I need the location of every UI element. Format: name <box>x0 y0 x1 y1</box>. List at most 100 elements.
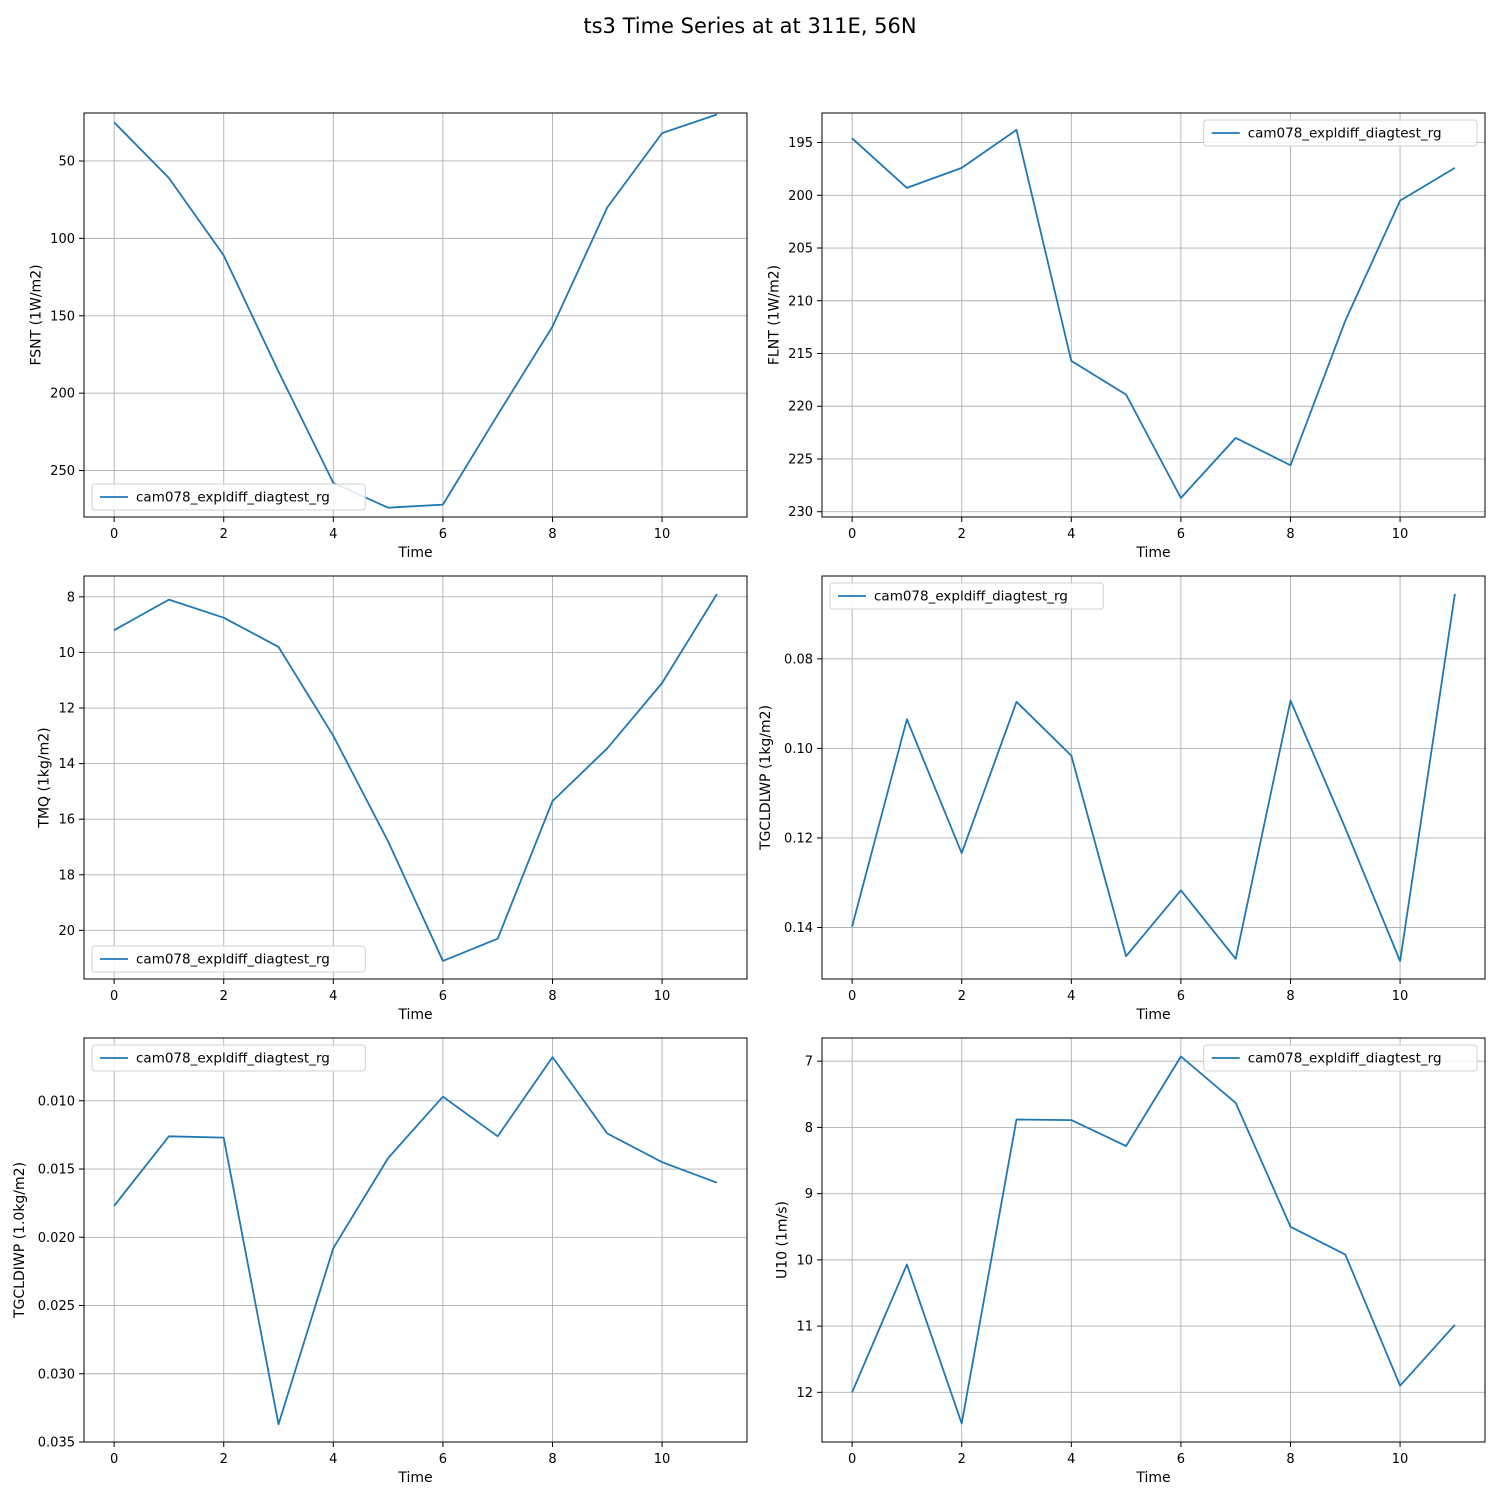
x-tick-label: 4 <box>1067 1452 1075 1467</box>
x-tick-label: 10 <box>654 989 671 1004</box>
x-tick-label: 2 <box>220 527 228 542</box>
legend-label: cam078_expldiff_diagtest_rg <box>136 952 330 968</box>
x-tick-label: 4 <box>329 989 337 1004</box>
legend: cam078_expldiff_diagtest_rg <box>91 483 366 511</box>
y-tick-label: 0.10 <box>784 742 813 757</box>
y-tick-label: 200 <box>788 189 813 204</box>
legend-label: cam078_expldiff_diagtest_rg <box>1248 1051 1442 1067</box>
axes-frame <box>821 112 1486 518</box>
x-tick-label: 0 <box>110 989 118 1004</box>
subplot-1: 0 2 4 6 8 10 50 100 150 200 250 Time FSNT (1W/m2) cam… <box>28 112 748 561</box>
legend-box <box>1203 1044 1478 1072</box>
x-tick-label: 10 <box>654 1452 671 1467</box>
x-tick-label: 6 <box>1177 989 1185 1004</box>
y-tick-label: 18 <box>58 868 75 883</box>
y-axis-label: TGCLDLWP (1kg/m2) <box>758 705 774 851</box>
y-tick-label: 195 <box>788 136 813 151</box>
legend: cam078_expldiff_diagtest_rg <box>1203 1044 1478 1072</box>
y-tick-label: 230 <box>788 505 813 520</box>
y-axis-label: TMQ (1kg/m2) <box>37 727 53 828</box>
series-line <box>851 128 1456 499</box>
axes-frame <box>83 112 748 518</box>
y-tick-label: 0.020 <box>38 1231 75 1246</box>
y-tick-label: 20 <box>58 924 75 939</box>
axes-frame <box>821 575 1486 980</box>
axes-frame <box>83 575 748 980</box>
x-axis-label: Time <box>397 1470 432 1486</box>
y-tick-label: 8 <box>67 590 75 605</box>
x-tick-label: 8 <box>1286 527 1294 542</box>
legend-label: cam078_expldiff_diagtest_rg <box>874 589 1068 605</box>
legend-label: cam078_expldiff_diagtest_rg <box>1248 126 1442 142</box>
y-tick-label: 0.08 <box>784 652 813 667</box>
legend: cam078_expldiff_diagtest_rg <box>829 582 1104 610</box>
y-tick-label: 220 <box>788 400 813 415</box>
legend: cam078_expldiff_diagtest_rg <box>1203 119 1478 147</box>
x-tick-label: 10 <box>1392 989 1409 1004</box>
x-axis-label: Time <box>397 545 432 561</box>
y-tick-label: 0.015 <box>38 1163 75 1178</box>
subplot-3: 0 2 4 6 8 10 8 10 12 14 16 18 20 Time TMQ (1kg/m2) cam0… <box>37 575 748 1023</box>
y-axis-label: FSNT (1W/m2) <box>28 264 44 365</box>
x-tick-label: 4 <box>1067 989 1075 1004</box>
x-tick-label: 0 <box>848 989 856 1004</box>
y-tick-label: 14 <box>58 757 75 772</box>
x-axis-label: Time <box>397 1007 432 1023</box>
x-tick-label: 0 <box>110 527 118 542</box>
x-tick-label: 8 <box>1286 1452 1294 1467</box>
x-tick-label: 8 <box>548 1452 556 1467</box>
legend: cam078_expldiff_diagtest_rg <box>91 945 366 973</box>
x-tick-label: 8 <box>548 527 556 542</box>
series-line <box>113 113 718 509</box>
y-tick-label: 150 <box>50 309 75 324</box>
series-line <box>113 593 718 962</box>
y-tick-label: 0.12 <box>784 831 813 846</box>
y-tick-label: 0.14 <box>784 921 813 936</box>
x-tick-label: 4 <box>329 1452 337 1467</box>
x-tick-label: 2 <box>220 989 228 1004</box>
legend-box <box>91 483 366 511</box>
x-tick-label: 10 <box>654 527 671 542</box>
y-tick-label: 250 <box>50 464 75 479</box>
x-tick-label: 2 <box>958 1452 966 1467</box>
x-tick-label: 2 <box>958 527 966 542</box>
legend: cam078_expldiff_diagtest_rg <box>91 1044 366 1072</box>
x-axis-label: Time <box>1135 1470 1170 1486</box>
x-tick-label: 6 <box>439 1452 447 1467</box>
subplot-5: 0 2 4 6 8 10 0.010 0.015 0.020 0.025 0.030 0.035 Tim… <box>12 1037 748 1486</box>
series-line <box>851 593 1456 962</box>
subplot-6: 0 2 4 6 8 10 7 8 9 10 11 12 Time U10 (1m/s) cam078_exp… <box>775 1037 1486 1486</box>
y-tick-label: 11 <box>796 1320 813 1335</box>
y-axis-label: FLNT (1W/m2) <box>766 265 782 365</box>
y-tick-label: 215 <box>788 347 813 362</box>
y-tick-label: 100 <box>50 232 75 247</box>
legend-box <box>1203 119 1478 147</box>
x-tick-label: 2 <box>220 1452 228 1467</box>
y-tick-label: 0.010 <box>38 1094 75 1109</box>
y-tick-label: 8 <box>805 1121 813 1136</box>
subplot-4: 0 2 4 6 8 10 0.08 0.10 0.12 0.14 Time TGCLDLWP (1kg… <box>758 575 1486 1023</box>
x-tick-label: 2 <box>958 989 966 1004</box>
legend-box <box>829 582 1104 610</box>
y-tick-label: 225 <box>788 452 813 467</box>
x-tick-label: 10 <box>1392 1452 1409 1467</box>
x-tick-label: 8 <box>548 989 556 1004</box>
y-tick-label: 0.025 <box>38 1299 75 1314</box>
subplot-2: 0 2 4 6 8 10 195 200 205 210 215 220 225 230 Time FLNT … <box>766 112 1486 561</box>
x-tick-label: 0 <box>110 1452 118 1467</box>
x-tick-label: 10 <box>1392 527 1409 542</box>
y-tick-label: 7 <box>805 1055 813 1070</box>
axes-frame <box>821 1037 1486 1443</box>
x-tick-label: 6 <box>439 989 447 1004</box>
y-tick-label: 12 <box>796 1386 813 1401</box>
series-line <box>851 1055 1456 1425</box>
y-tick-label: 16 <box>58 813 75 828</box>
y-tick-label: 0.030 <box>38 1367 75 1382</box>
legend-box <box>91 1044 366 1072</box>
x-tick-label: 0 <box>848 1452 856 1467</box>
figure-title: ts3 Time Series at at 311E, 56N <box>583 14 917 38</box>
x-tick-label: 6 <box>1177 1452 1185 1467</box>
y-axis-label: TGCLDIWP (1.0kg/m2) <box>12 1162 28 1319</box>
y-tick-label: 210 <box>788 294 813 309</box>
legend-label: cam078_expldiff_diagtest_rg <box>136 1051 330 1067</box>
